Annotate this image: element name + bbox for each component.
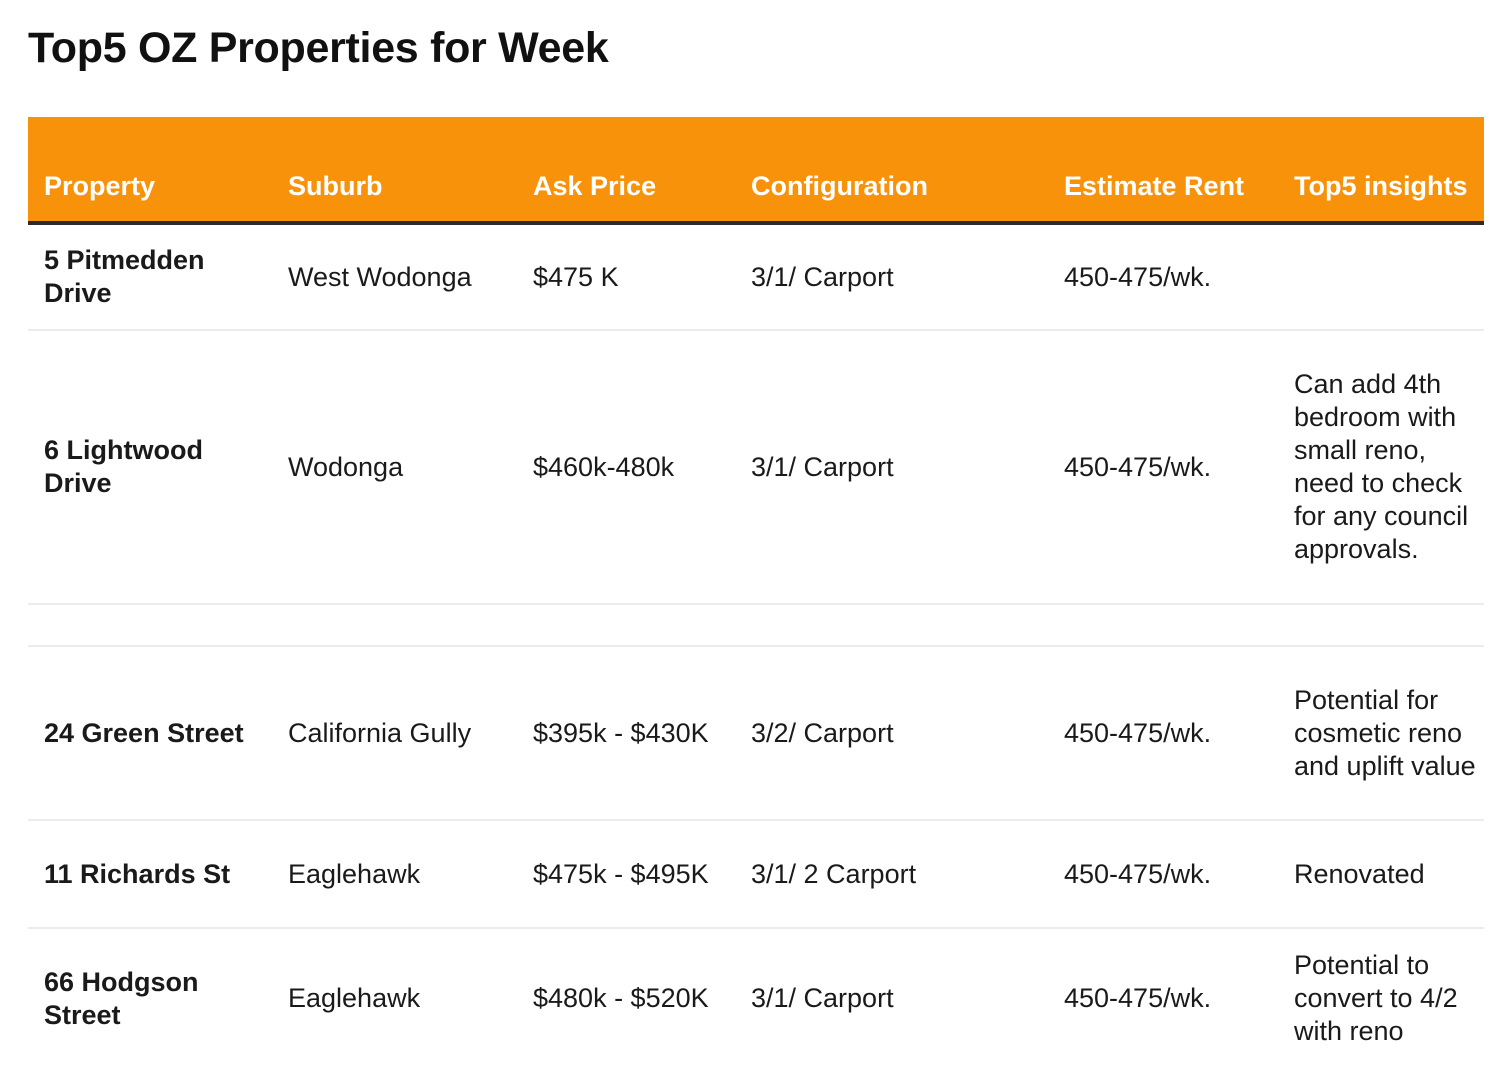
header-insights: Top5 insights — [1278, 117, 1484, 225]
insights-cell: Renovated — [1278, 820, 1484, 929]
suburb-cell: West Wodonga — [272, 223, 517, 331]
estimate-rent-cell: 450-475/wk. — [1048, 646, 1278, 821]
insights-cell: Potential to convert to 4/2 with reno — [1294, 950, 1458, 1046]
ask-price-cell: $395k - $430K — [517, 646, 735, 821]
insights-cell: Potential for cosmetic reno and uplift v… — [1278, 646, 1484, 821]
property-cell: 11 Richards St — [28, 820, 272, 929]
configuration-cell: 3/1/ 2 Carport — [735, 820, 1048, 929]
ask-price-cell: $475 K — [517, 223, 735, 331]
property-cell: 66 Hodgson Street — [44, 966, 199, 1030]
table-row: 66 Hodgson Street Eaglehawk $480k - $520… — [28, 928, 1484, 1068]
suburb-cell: Eaglehawk — [272, 820, 517, 929]
suburb-cell: California Gully — [272, 646, 517, 821]
empty-cell — [28, 604, 1484, 647]
configuration-cell: 3/1/ Carport — [751, 983, 894, 1013]
configuration-cell: 3/2/ Carport — [735, 646, 1048, 821]
estimate-rent-cell: 450-475/wk. — [1048, 330, 1278, 605]
insights-cell: Can add 4th bedroom with small reno, nee… — [1278, 330, 1484, 605]
insights-cell — [1278, 223, 1484, 331]
header-suburb: Suburb — [272, 117, 517, 225]
suburb-cell: Wodonga — [272, 330, 517, 605]
table-row: 11 Richards St Eaglehawk $475k - $495K 3… — [28, 820, 1484, 929]
table-row: 6 Lightwood Drive Wodonga $460k-480k 3/1… — [28, 330, 1484, 605]
property-cell: 24 Green Street — [28, 646, 272, 821]
properties-table: Property Suburb Ask Price Configuration … — [28, 117, 1484, 1068]
estimate-rent-cell: 450-475/wk. — [1048, 223, 1278, 331]
header-estimate-rent: Estimate Rent — [1048, 117, 1278, 225]
table-row: 5 Pitmedden Drive West Wodonga $475 K 3/… — [28, 223, 1484, 331]
suburb-cell: Eaglehawk — [288, 983, 421, 1013]
table-header-row: Property Suburb Ask Price Configuration … — [28, 117, 1484, 225]
property-cell: 5 Pitmedden Drive — [28, 223, 272, 331]
header-configuration: Configuration — [735, 117, 1048, 225]
header-ask-price: Ask Price — [517, 117, 735, 225]
property-cell: 6 Lightwood Drive — [28, 330, 272, 605]
configuration-cell: 3/1/ Carport — [735, 223, 1048, 331]
table-row: 24 Green Street California Gully $395k -… — [28, 646, 1484, 821]
configuration-cell: 3/1/ Carport — [735, 330, 1048, 605]
ask-price-cell: $480k - $520K — [533, 983, 709, 1013]
ask-price-cell: $460k-480k — [517, 330, 735, 605]
estimate-rent-cell: 450-475/wk. — [1048, 820, 1278, 929]
ask-price-cell: $475k - $495K — [517, 820, 735, 929]
estimate-rent-cell: 450-475/wk. — [1064, 983, 1212, 1013]
page-title: Top5 OZ Properties for Week — [28, 24, 609, 72]
empty-row — [28, 604, 1484, 647]
header-property: Property — [28, 117, 272, 225]
